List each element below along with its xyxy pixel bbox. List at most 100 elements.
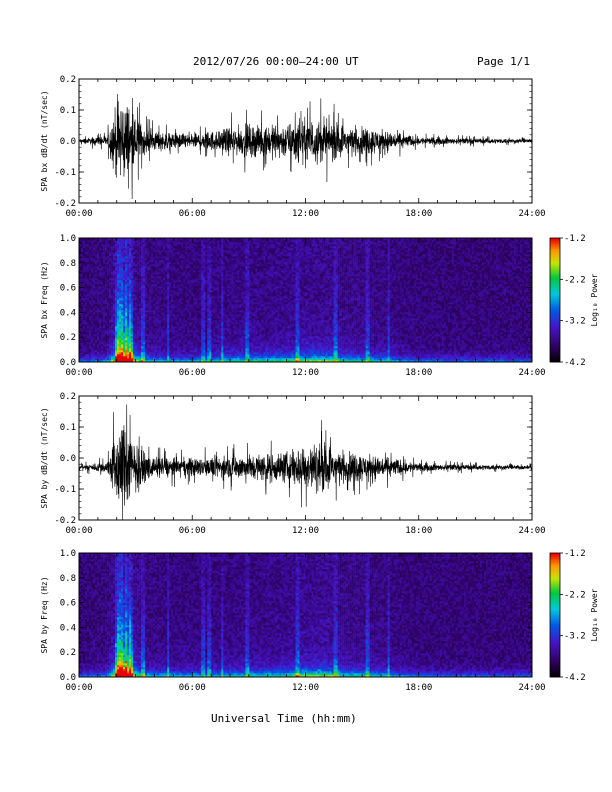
spectrogram-cell <box>203 306 205 308</box>
spectrogram-cell <box>229 272 231 274</box>
spectrogram-cell <box>221 258 223 260</box>
spectrogram-cell <box>131 342 133 344</box>
spectrogram-cell <box>121 338 123 340</box>
spectrogram-cell <box>207 298 209 300</box>
spectrogram-cell <box>127 352 129 354</box>
spectrogram-cell <box>107 276 109 278</box>
spectrogram-cell <box>223 320 225 322</box>
spectrogram-cell <box>181 258 183 260</box>
spectrogram-cell <box>201 336 203 338</box>
spectrogram-cell <box>107 296 109 298</box>
spectrogram-cell <box>205 246 207 248</box>
spectrogram-cell <box>123 260 125 262</box>
spectrogram-cell <box>133 318 135 320</box>
spectrogram-cell <box>137 264 139 266</box>
spectrogram-cell <box>95 254 97 256</box>
spectrogram-cell <box>163 246 165 248</box>
spectrogram-cell <box>109 322 111 324</box>
spectrogram-cell <box>191 300 193 302</box>
spectrogram-cell <box>83 270 85 272</box>
spectrogram-cell <box>117 316 119 318</box>
spectrogram-cell <box>165 350 167 352</box>
spectrogram-cell <box>201 358 203 360</box>
spectrogram-cell <box>223 354 225 356</box>
spectrogram-cell <box>95 328 97 330</box>
spectrogram-cell <box>231 322 233 324</box>
spectrogram-cell <box>217 330 219 332</box>
spectrogram-cell <box>151 312 153 314</box>
spectrogram-cell <box>129 290 131 292</box>
spectrogram-cell <box>133 334 135 336</box>
spectrogram-cell <box>153 282 155 284</box>
spectrogram-cell <box>101 268 103 270</box>
spectrogram-cell <box>105 284 107 286</box>
spectrogram-cell <box>233 336 235 338</box>
spectrogram-cell <box>121 250 123 252</box>
spectrogram-cell <box>127 270 129 272</box>
spectrogram-cell <box>171 338 173 340</box>
spectrogram-cell <box>203 316 205 318</box>
spectrogram-cell <box>157 320 159 322</box>
spectrogram-cell <box>201 328 203 330</box>
spectrogram-cell <box>203 338 205 340</box>
spectrogram-cell <box>227 250 229 252</box>
spectrogram-cell <box>201 346 203 348</box>
spectrogram-cell <box>103 332 105 334</box>
spectrogram-cell <box>195 322 197 324</box>
spectrogram-cell <box>143 276 145 278</box>
spectrogram-cell <box>185 286 187 288</box>
spectrogram-cell <box>205 334 207 336</box>
spectrogram-cell <box>135 354 137 356</box>
spectrogram-cell <box>103 248 105 250</box>
y-tick-label: 0.1 <box>60 106 76 116</box>
spectrogram-cell <box>235 356 237 358</box>
spectrogram-cell <box>161 308 163 310</box>
spectrogram-cell <box>197 310 199 312</box>
spectrogram-cell <box>91 342 93 344</box>
spectrogram-cell <box>95 310 97 312</box>
spectrogram-cell <box>235 300 237 302</box>
spectrogram-cell <box>107 292 109 294</box>
spectrogram-cell <box>225 340 227 342</box>
spectrogram-cell <box>89 312 91 314</box>
spectrogram-cell <box>201 278 203 280</box>
spectrogram-cell <box>219 306 221 308</box>
spectrogram-cell <box>219 266 221 268</box>
spectrogram-cell <box>183 276 185 278</box>
spectrogram-cell <box>97 274 99 276</box>
spectrogram-cell <box>227 352 229 354</box>
spectrogram-cell <box>227 332 229 334</box>
spectrogram-cell <box>149 342 151 344</box>
spectrogram-cell <box>207 304 209 306</box>
spectrogram-cell <box>195 352 197 354</box>
spectrogram-cell <box>123 276 125 278</box>
spectrogram-cell <box>229 288 231 290</box>
spectrogram-cell <box>107 358 109 360</box>
spectrogram-cell <box>149 316 151 318</box>
spectrogram-cell <box>165 296 167 298</box>
spectrogram-cell <box>137 286 139 288</box>
spectrogram-cell <box>121 252 123 254</box>
spectrogram-cell <box>161 320 163 322</box>
spectrogram-cell <box>139 312 141 314</box>
spectrogram-cell <box>97 304 99 306</box>
spectrogram-cell <box>121 310 123 312</box>
spectrogram-cell <box>169 354 171 356</box>
spectrogram-cell <box>165 292 167 294</box>
spectrogram-cell <box>89 344 91 346</box>
spectrogram-cell <box>233 354 235 356</box>
spectrogram-cell <box>151 308 153 310</box>
spectrogram-cell <box>183 350 185 352</box>
spectrogram-cell <box>125 276 127 278</box>
spectrogram-cell <box>159 284 161 286</box>
spectrogram-cell <box>99 266 101 268</box>
spectrogram-cell <box>149 308 151 310</box>
spectrogram-cell <box>223 268 225 270</box>
spectrogram-cell <box>169 358 171 360</box>
spectrogram-cell <box>185 250 187 252</box>
spectrogram-cell <box>123 296 125 298</box>
spectrogram-cell <box>201 306 203 308</box>
spectrogram-cell <box>111 264 113 266</box>
spectrogram-cell <box>113 296 115 298</box>
spectrogram-cell <box>83 352 85 354</box>
